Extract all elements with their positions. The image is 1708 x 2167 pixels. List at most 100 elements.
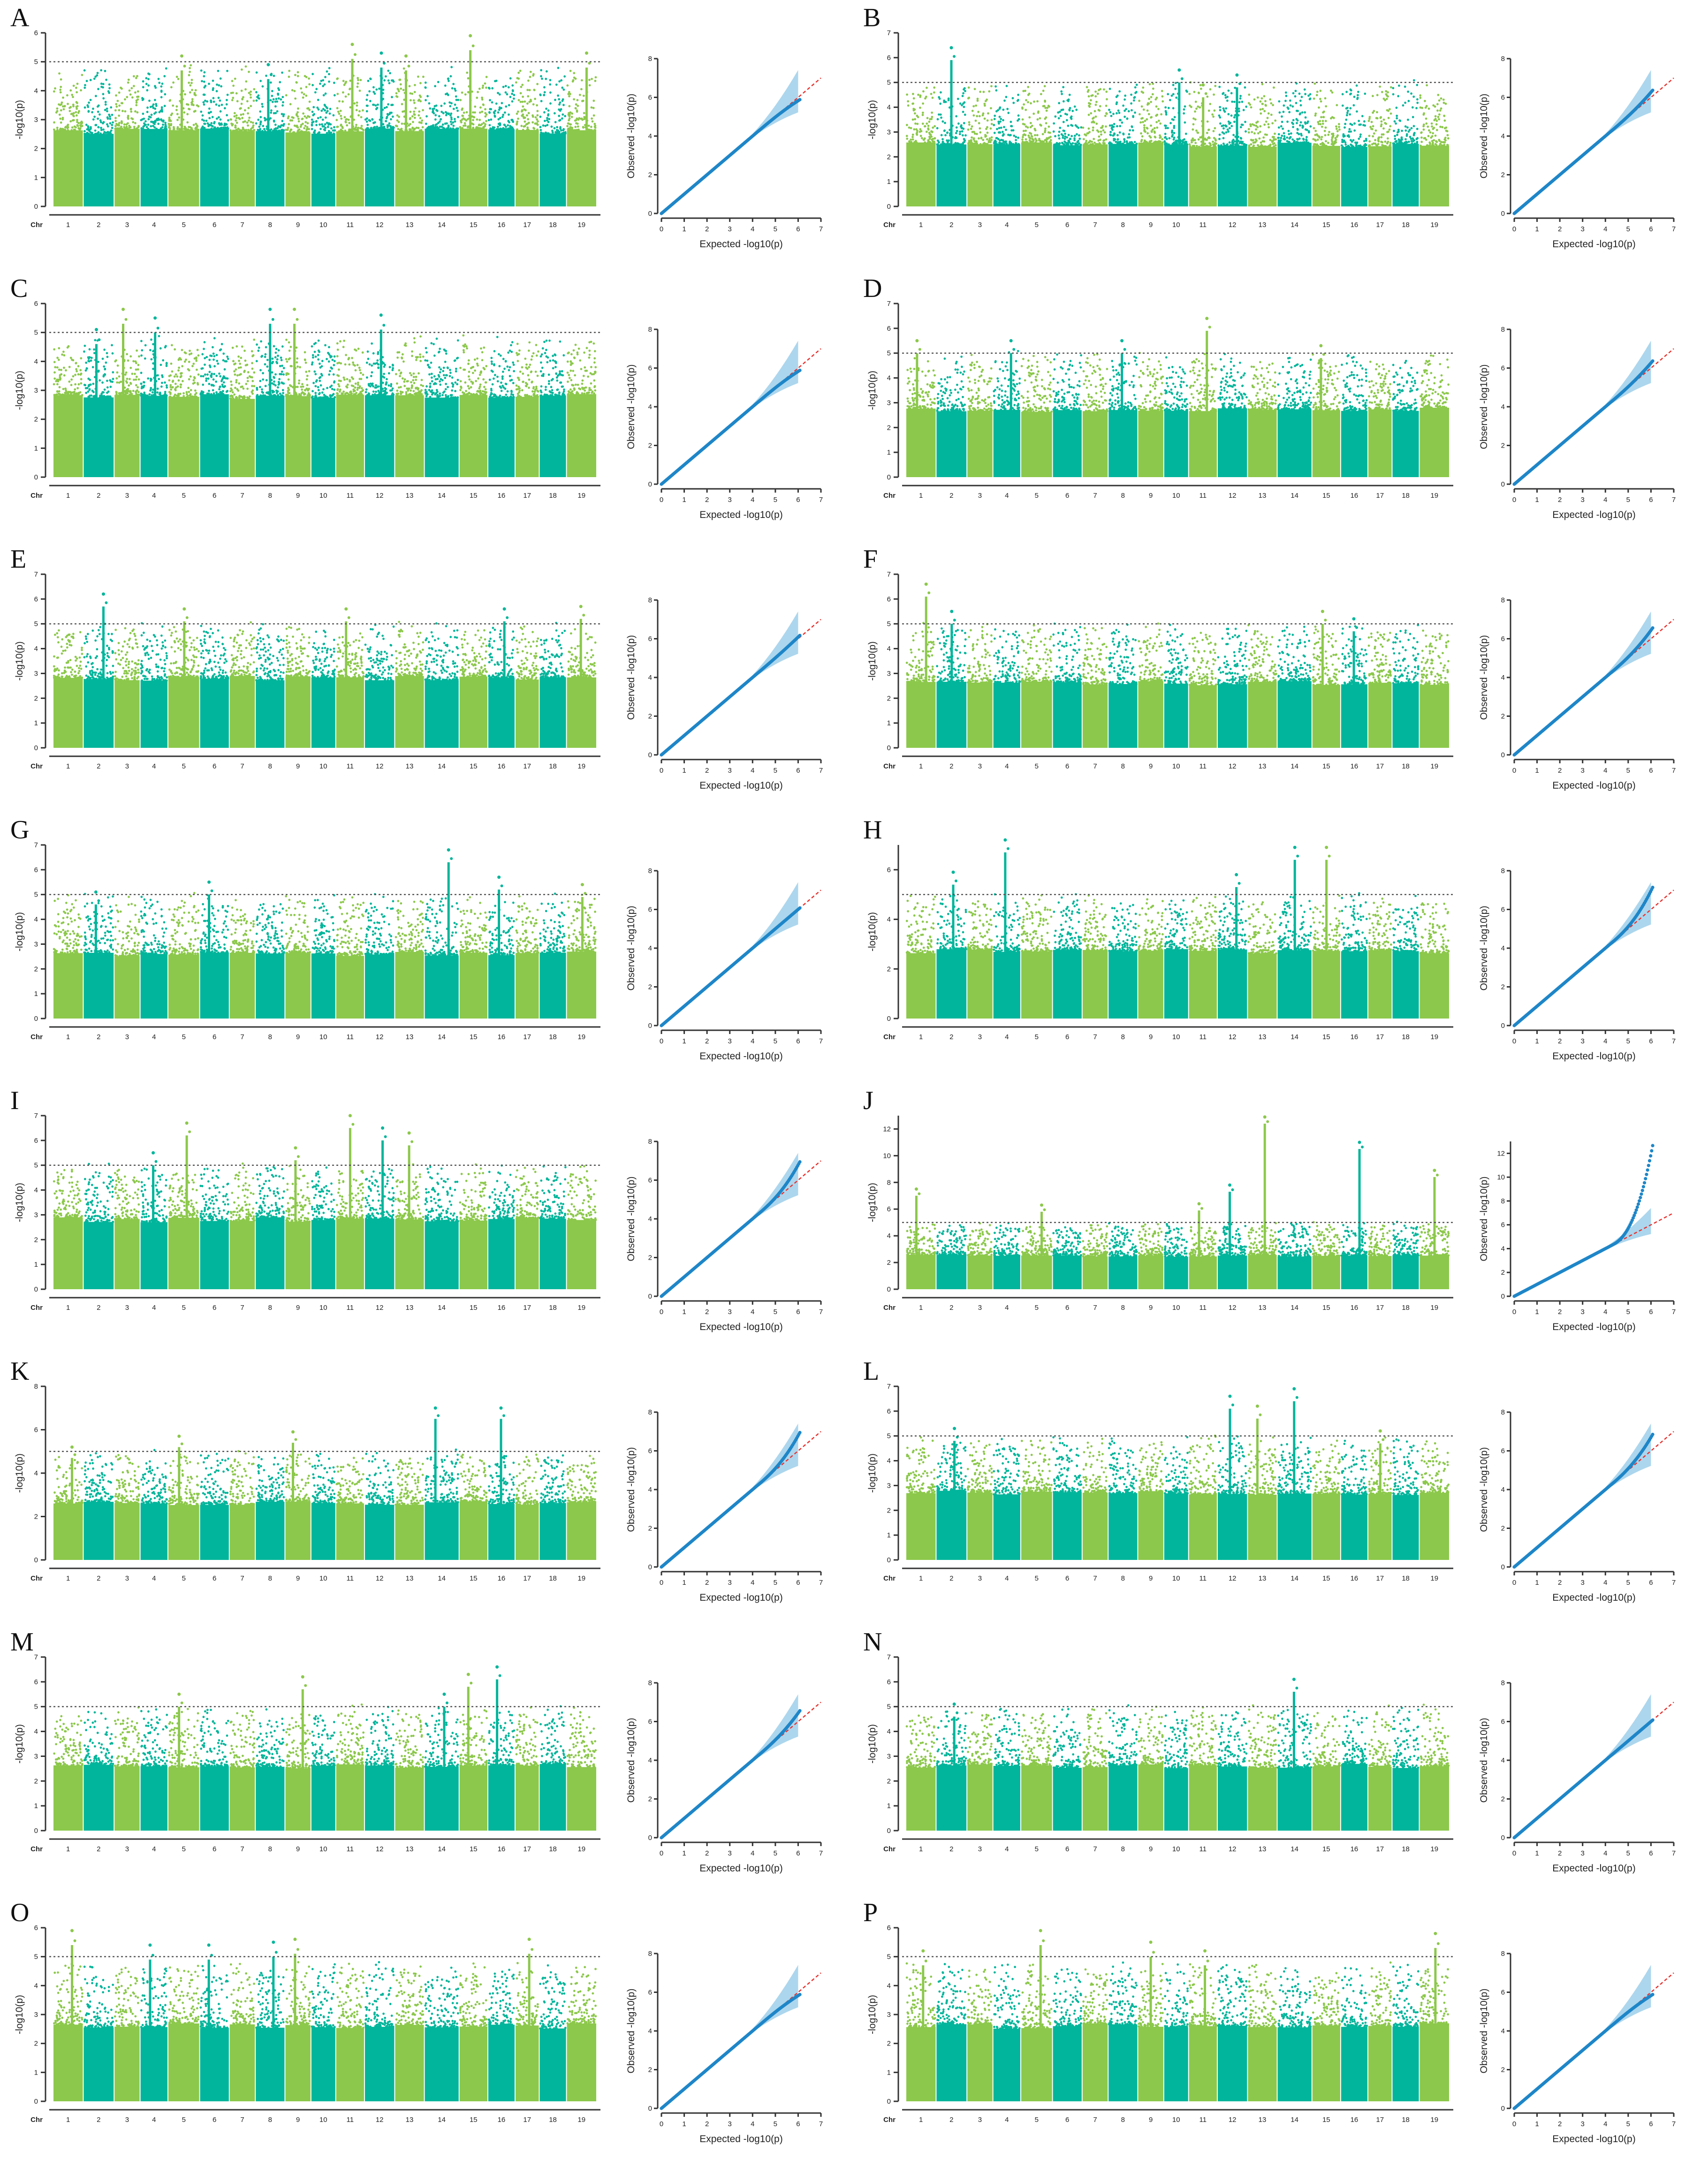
snp-point — [234, 77, 236, 80]
snp-point — [186, 113, 189, 115]
chromosome-8-points — [255, 63, 285, 206]
snp-point — [239, 129, 241, 132]
snp-point — [76, 102, 78, 104]
snp-point — [208, 117, 211, 119]
snp-point — [160, 127, 162, 129]
snp-point — [327, 123, 330, 126]
chromosome-10-points — [311, 67, 336, 206]
snp-point — [248, 120, 250, 122]
snp-point — [154, 120, 156, 122]
snp-point — [334, 94, 336, 97]
snp-point — [247, 124, 249, 127]
snp-point — [393, 127, 395, 129]
snp-point — [74, 129, 76, 131]
snp-point — [147, 123, 150, 126]
snp-point — [383, 128, 386, 130]
snp-point — [142, 113, 144, 115]
snp-point — [270, 112, 272, 114]
snp-point — [129, 126, 132, 129]
y-tick-label: 0 — [34, 203, 38, 211]
snp-point — [92, 118, 95, 121]
snp-point — [253, 99, 255, 102]
snp-point — [118, 109, 121, 111]
snp-point — [203, 81, 205, 83]
snp-point — [60, 109, 62, 112]
snp-point — [76, 114, 78, 117]
snp-point — [333, 82, 335, 84]
snp-point — [67, 103, 69, 105]
snp-point — [114, 125, 117, 127]
snp-point — [186, 121, 189, 123]
snp-point — [76, 105, 79, 107]
snp-point — [118, 91, 121, 94]
snp-point — [312, 121, 315, 123]
snp-point — [108, 114, 110, 116]
snp-point — [88, 101, 90, 104]
snp-point — [259, 110, 261, 113]
snp-point — [321, 123, 323, 126]
snp-point — [147, 78, 150, 80]
snp-point — [220, 110, 222, 113]
snp-point — [258, 129, 260, 132]
snp-point — [148, 115, 151, 118]
snp-point — [60, 91, 62, 93]
snp-point — [230, 122, 233, 125]
snp-point — [121, 122, 123, 124]
snp-point — [306, 128, 308, 130]
snp-point — [282, 101, 284, 104]
snp-point — [270, 99, 272, 101]
snp-point — [281, 113, 283, 115]
snp-point — [277, 87, 280, 90]
snp-point — [107, 90, 110, 92]
snp-point — [102, 83, 105, 85]
snp-point — [195, 123, 197, 125]
snp-point — [90, 99, 92, 101]
snp-point — [72, 96, 74, 98]
snp-point — [164, 105, 166, 107]
snp-point — [231, 99, 234, 101]
snp-point — [75, 111, 77, 114]
snp-point — [59, 89, 61, 91]
snp-point — [202, 114, 204, 117]
snp-point — [328, 81, 330, 83]
snp-point — [78, 110, 80, 113]
snp-point — [232, 129, 234, 132]
snp-point — [390, 118, 392, 121]
snp-point — [241, 103, 243, 105]
snp-point — [87, 111, 90, 113]
snp-point — [248, 117, 251, 119]
snp-point — [324, 109, 326, 112]
snp-band — [285, 132, 310, 206]
snp-point — [248, 71, 250, 73]
snp-point — [170, 123, 172, 125]
snp-point — [124, 127, 126, 129]
snp-point — [190, 101, 193, 104]
snp-point — [112, 122, 114, 124]
snp-point — [226, 70, 228, 72]
snp-point — [203, 103, 205, 106]
snp-point — [137, 90, 139, 92]
snp-point — [329, 108, 332, 110]
snp-point — [344, 82, 347, 84]
snp-point — [60, 122, 62, 124]
chromosome-label: 6 — [213, 221, 216, 229]
snp-point — [84, 84, 86, 86]
snp-point — [60, 129, 62, 131]
snp-point — [273, 98, 275, 100]
snp-point — [366, 124, 369, 126]
snp-point — [71, 94, 73, 96]
snp-point — [264, 130, 266, 132]
snp-point — [365, 99, 368, 101]
snp-point — [314, 91, 317, 93]
snp-point — [132, 121, 134, 123]
snp-point — [56, 129, 59, 131]
snp-point — [189, 71, 191, 73]
snp-point — [164, 122, 167, 124]
snp-point — [304, 131, 307, 134]
snp-point — [105, 79, 107, 81]
snp-point — [220, 77, 222, 80]
snp-point — [115, 106, 118, 108]
snp-point — [170, 86, 173, 89]
snp-point — [158, 119, 160, 121]
snp-point — [134, 91, 137, 94]
